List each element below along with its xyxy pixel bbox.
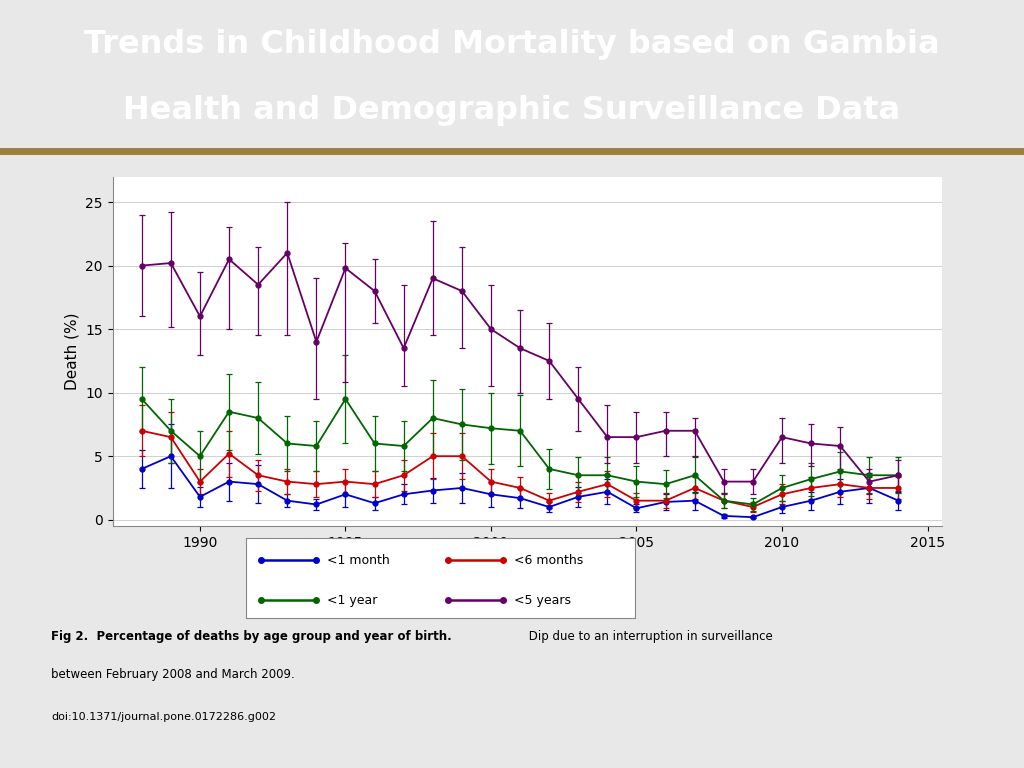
- Text: between February 2008 and March 2009.: between February 2008 and March 2009.: [51, 668, 295, 681]
- Text: <5 years: <5 years: [514, 594, 571, 607]
- X-axis label: Year of birth: Year of birth: [481, 555, 573, 571]
- Y-axis label: Death (%): Death (%): [65, 313, 80, 390]
- Text: <6 months: <6 months: [514, 554, 584, 567]
- Text: <1 month: <1 month: [328, 554, 390, 567]
- Text: Dip due to an interruption in surveillance: Dip due to an interruption in surveillan…: [524, 630, 772, 643]
- Text: <1 year: <1 year: [328, 594, 378, 607]
- Text: Trends in Childhood Mortality based on Gambia: Trends in Childhood Mortality based on G…: [84, 28, 940, 60]
- Text: Fig 2.  Percentage of deaths by age group and year of birth.: Fig 2. Percentage of deaths by age group…: [51, 630, 452, 643]
- Text: Health and Demographic Surveillance Data: Health and Demographic Surveillance Data: [124, 94, 900, 126]
- Text: doi:10.1371/journal.pone.0172286.g002: doi:10.1371/journal.pone.0172286.g002: [51, 712, 276, 722]
